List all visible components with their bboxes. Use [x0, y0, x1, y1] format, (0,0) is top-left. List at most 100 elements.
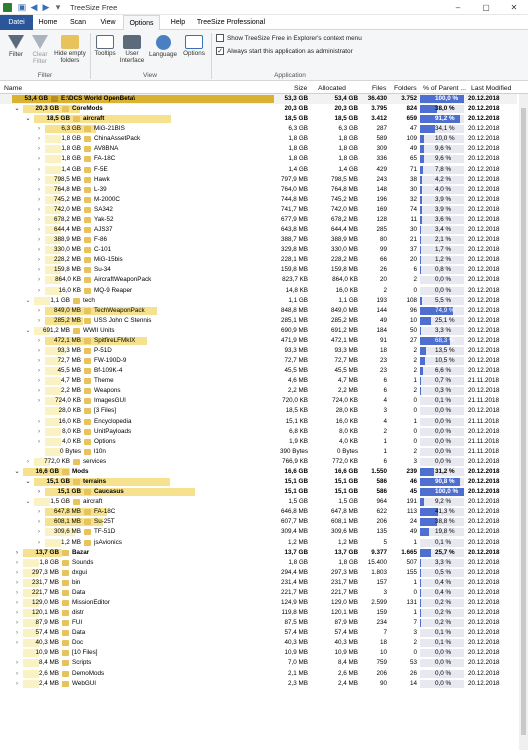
- close-button[interactable]: ✕: [510, 3, 518, 12]
- expand-chevron-icon[interactable]: ›: [38, 428, 40, 435]
- expand-chevron-icon[interactable]: ›: [38, 136, 40, 143]
- tooltips-button[interactable]: Tooltips: [92, 32, 118, 57]
- table-row[interactable]: › 16,0 KB MQ-9 Reaper 14,8 KB 16,0 KB 2 0 20.12…: [0, 286, 517, 296]
- expand-chevron-icon[interactable]: ›: [38, 146, 40, 153]
- expand-chevron-icon[interactable]: ›: [16, 640, 18, 647]
- expand-chevron-icon[interactable]: ›: [38, 216, 40, 223]
- table-row[interactable]: ⌄ 691,2 MB WWII Units 690,9 MB 691,2 MB 184 50…: [0, 326, 517, 336]
- expand-chevron-icon[interactable]: ›: [16, 660, 18, 667]
- table-row[interactable]: › 724,0 KB ImagesGUI 720,0 KB 724,0 KB 4 0 21.1…: [0, 396, 517, 406]
- collapse-chevron-icon[interactable]: ⌄: [25, 499, 31, 506]
- table-row[interactable]: › 678,2 MB Yak-52 677,9 MB 678,2 MB 128 11 20.1…: [0, 215, 517, 225]
- tab-scan[interactable]: Scan: [70, 19, 86, 26]
- expand-chevron-icon[interactable]: ›: [16, 569, 18, 576]
- expand-chevron-icon[interactable]: ›: [16, 579, 18, 586]
- table-row[interactable]: › 309,6 MB TF-51D 309,4 MB 309,6 MB 135 49 20.1…: [0, 527, 517, 537]
- table-row[interactable]: › 120,1 MB distr 119,8 MB 120,1 MB 159 1 20.12.…: [0, 608, 517, 618]
- table-row[interactable]: ⌄ 18,5 GB aircraft 18,5 GB 18,5 GB 3.412 659 20…: [0, 114, 517, 124]
- collapse-chevron-icon[interactable]: ⌄: [25, 327, 31, 334]
- tab-options[interactable]: Options: [123, 15, 160, 30]
- expand-chevron-icon[interactable]: ›: [38, 529, 40, 536]
- language-button[interactable]: Language: [148, 32, 178, 58]
- table-row[interactable]: › 608,1 MB Su-25T 607,7 MB 608,1 MB 206 24 20.1…: [0, 517, 517, 527]
- table-row[interactable]: › 231,7 MB bin 231,4 MB 231,7 MB 157 1 20.12.20…: [0, 578, 517, 588]
- table-row[interactable]: › 129,0 MB MissionEditor 124,9 MB 129,0 MB 2.…: [0, 598, 517, 608]
- table-row[interactable]: › 388,9 MB F-86 388,7 MB 388,9 MB 80 21 20.12.2…: [0, 235, 517, 245]
- expand-chevron-icon[interactable]: ›: [38, 337, 40, 344]
- table-row[interactable]: › 72,7 MB FW-190D-9 72,7 MB 72,7 MB 23 2 20.12.…: [0, 356, 517, 366]
- table-row[interactable]: › 1,8 GB FA-18C 1,8 GB 1,8 GB 336 65 20.12.2018…: [0, 154, 517, 164]
- table-row[interactable]: › 285,2 MB USS John C Stennis 285,1 MB 285,2…: [0, 316, 517, 326]
- table-row[interactable]: › 4,0 KB Options 1,9 KB 4,0 KB 1 0 21.11.2018 0,…: [0, 437, 517, 447]
- col-files[interactable]: Files: [372, 85, 387, 92]
- expand-chevron-icon[interactable]: ›: [38, 358, 40, 365]
- expand-chevron-icon[interactable]: ›: [38, 176, 40, 183]
- collapse-chevron-icon[interactable]: ⌄: [25, 116, 31, 123]
- expand-chevron-icon[interactable]: ›: [38, 317, 40, 324]
- expand-chevron-icon[interactable]: ›: [16, 549, 18, 556]
- table-row[interactable]: › 1,8 GB ChinaAssetPack 1,8 GB 1,8 GB 589 109 2…: [0, 134, 517, 144]
- col-allocated[interactable]: Allocated: [318, 85, 346, 92]
- table-row[interactable]: › 644,4 MB AJS37 643,8 MB 644,4 MB 285 30 20.12…: [0, 225, 517, 235]
- expand-chevron-icon[interactable]: ›: [16, 630, 18, 637]
- table-row[interactable]: 10,9 MB [10 Files] 10,9 MB 10,9 MB 10 0 20.12.…: [0, 648, 517, 658]
- expand-chevron-icon[interactable]: ›: [38, 287, 40, 294]
- expand-chevron-icon[interactable]: ›: [38, 267, 40, 274]
- expand-chevron-icon[interactable]: ›: [38, 348, 40, 354]
- expand-chevron-icon[interactable]: ›: [38, 509, 40, 516]
- scrollbar-thumb[interactable]: [521, 108, 526, 735]
- table-row[interactable]: › 297,3 MB dxgui 294,4 MB 297,3 MB 1.803 155 20…: [0, 568, 517, 578]
- table-row[interactable]: › 8,4 MB Scripts 7,0 MB 8,4 MB 759 53 20.12.201…: [0, 658, 517, 668]
- table-row[interactable]: › 8,0 KB UnitPayloads 6,8 KB 8,0 KB 2 0 20.12.2…: [0, 427, 517, 437]
- table-row[interactable]: ⌄ 15,1 GB terrains 15,1 GB 15,1 GB 586 46 20.12…: [0, 477, 517, 487]
- table-row[interactable]: 53,4 GB E:\DCS World OpenBeta\ 53,3 GB 53,4…: [0, 94, 517, 104]
- dropdown-arrow-icon[interactable]: ▾: [55, 2, 61, 12]
- expand-chevron-icon[interactable]: ›: [16, 589, 18, 596]
- expand-chevron-icon[interactable]: ›: [38, 539, 40, 546]
- col-size[interactable]: Size: [294, 85, 308, 92]
- expand-chevron-icon[interactable]: ›: [38, 519, 40, 526]
- forward-arrow-icon[interactable]: ▶: [42, 2, 50, 12]
- minimize-button[interactable]: –: [455, 3, 461, 12]
- table-row[interactable]: › 2,4 MB WebGUI 2,3 MB 2,4 MB 90 14 20.12.2018 0…: [0, 679, 517, 689]
- expand-chevron-icon[interactable]: ›: [38, 196, 40, 203]
- col-folders[interactable]: Folders: [394, 85, 417, 92]
- collapse-chevron-icon[interactable]: ⌄: [14, 106, 20, 113]
- expand-chevron-icon[interactable]: ›: [38, 418, 40, 425]
- table-row[interactable]: › 330,0 MB C-101 329,8 MB 330,0 MB 99 37 20.12.…: [0, 245, 517, 255]
- table-row[interactable]: › 6,3 GB MiG-21BIS 6,3 GB 6,3 GB 287 47 20.12.2…: [0, 124, 517, 134]
- filter-button[interactable]: Filter: [3, 32, 29, 58]
- expand-chevron-icon[interactable]: ›: [38, 126, 40, 133]
- table-row[interactable]: › 93,3 MB P-51D 93,3 MB 93,3 MB 18 2 20.12.2018…: [0, 346, 517, 356]
- table-row[interactable]: › 745,2 MB M-2000C 744,8 MB 745,2 MB 196 32 20.…: [0, 195, 517, 205]
- table-row[interactable]: › 798,5 MB Hawk 797,9 MB 798,5 MB 243 38 20.12.…: [0, 175, 517, 185]
- table-row[interactable]: › 1,8 GB Sounds 1,8 GB 1,8 GB 15.400 507 20.12.…: [0, 558, 517, 568]
- table-row[interactable]: › 1,4 GB F-5E 1,4 GB 1,4 GB 429 71 20.12.2018 7,…: [0, 165, 517, 175]
- expand-chevron-icon[interactable]: ›: [38, 156, 40, 163]
- col-last-modified[interactable]: Last Modified: [471, 85, 512, 92]
- table-row[interactable]: ⌄ 1,5 GB aircraft 1,5 GB 1,5 GB 964 191 20.12.2…: [0, 497, 517, 507]
- options-button[interactable]: Options: [180, 32, 208, 57]
- table-row[interactable]: › 13,7 GB Bazar 13,7 GB 13,7 GB 9.377 1.665 20.…: [0, 548, 517, 558]
- explorer-context-menu-checkbox[interactable]: Show TreeSize Free in Explorer's context…: [216, 34, 362, 43]
- table-row[interactable]: ⌄ 16,6 GB Mods 16,6 GB 16,6 GB 1.550 239 20.12.…: [0, 467, 517, 477]
- table-row[interactable]: › 647,8 MB FA-18C 646,8 MB 647,8 MB 622 113 20.…: [0, 507, 517, 517]
- clear-filter-button[interactable]: Clear Filter: [29, 32, 51, 65]
- expand-chevron-icon[interactable]: ›: [38, 489, 40, 496]
- expand-chevron-icon[interactable]: ›: [38, 378, 40, 385]
- table-row[interactable]: › 221,7 MB Data 221,7 MB 221,7 MB 3 0 20.12.201…: [0, 588, 517, 598]
- expand-chevron-icon[interactable]: ›: [16, 559, 18, 566]
- expand-chevron-icon[interactable]: ›: [16, 680, 18, 687]
- table-row[interactable]: › 764,8 MB L-39 764,0 MB 764,8 MB 148 30 20.12.…: [0, 185, 517, 195]
- table-row[interactable]: › 40,3 MB Doc 40,3 MB 40,3 MB 18 2 20.12.2018 0,…: [0, 638, 517, 648]
- maximize-button[interactable]: ▢: [482, 3, 490, 12]
- collapse-chevron-icon[interactable]: ⌄: [25, 479, 31, 486]
- expand-chevron-icon[interactable]: ›: [38, 206, 40, 213]
- table-row[interactable]: 0 Bytes l10n 390 Bytes 0 Bytes 1 2 21.11.2018 0…: [0, 447, 517, 457]
- tab-datei[interactable]: Datei: [0, 15, 33, 30]
- table-row[interactable]: › 159,8 MB Su-34 159,8 MB 159,8 MB 26 6 20.12.2…: [0, 265, 517, 275]
- expand-chevron-icon[interactable]: ›: [38, 166, 40, 173]
- collapse-chevron-icon[interactable]: ⌄: [14, 468, 20, 475]
- table-row[interactable]: › 1,2 MB jsAvionics 1,2 MB 1,2 MB 5 1 20.12.201…: [0, 538, 517, 548]
- expand-chevron-icon[interactable]: ›: [38, 247, 40, 254]
